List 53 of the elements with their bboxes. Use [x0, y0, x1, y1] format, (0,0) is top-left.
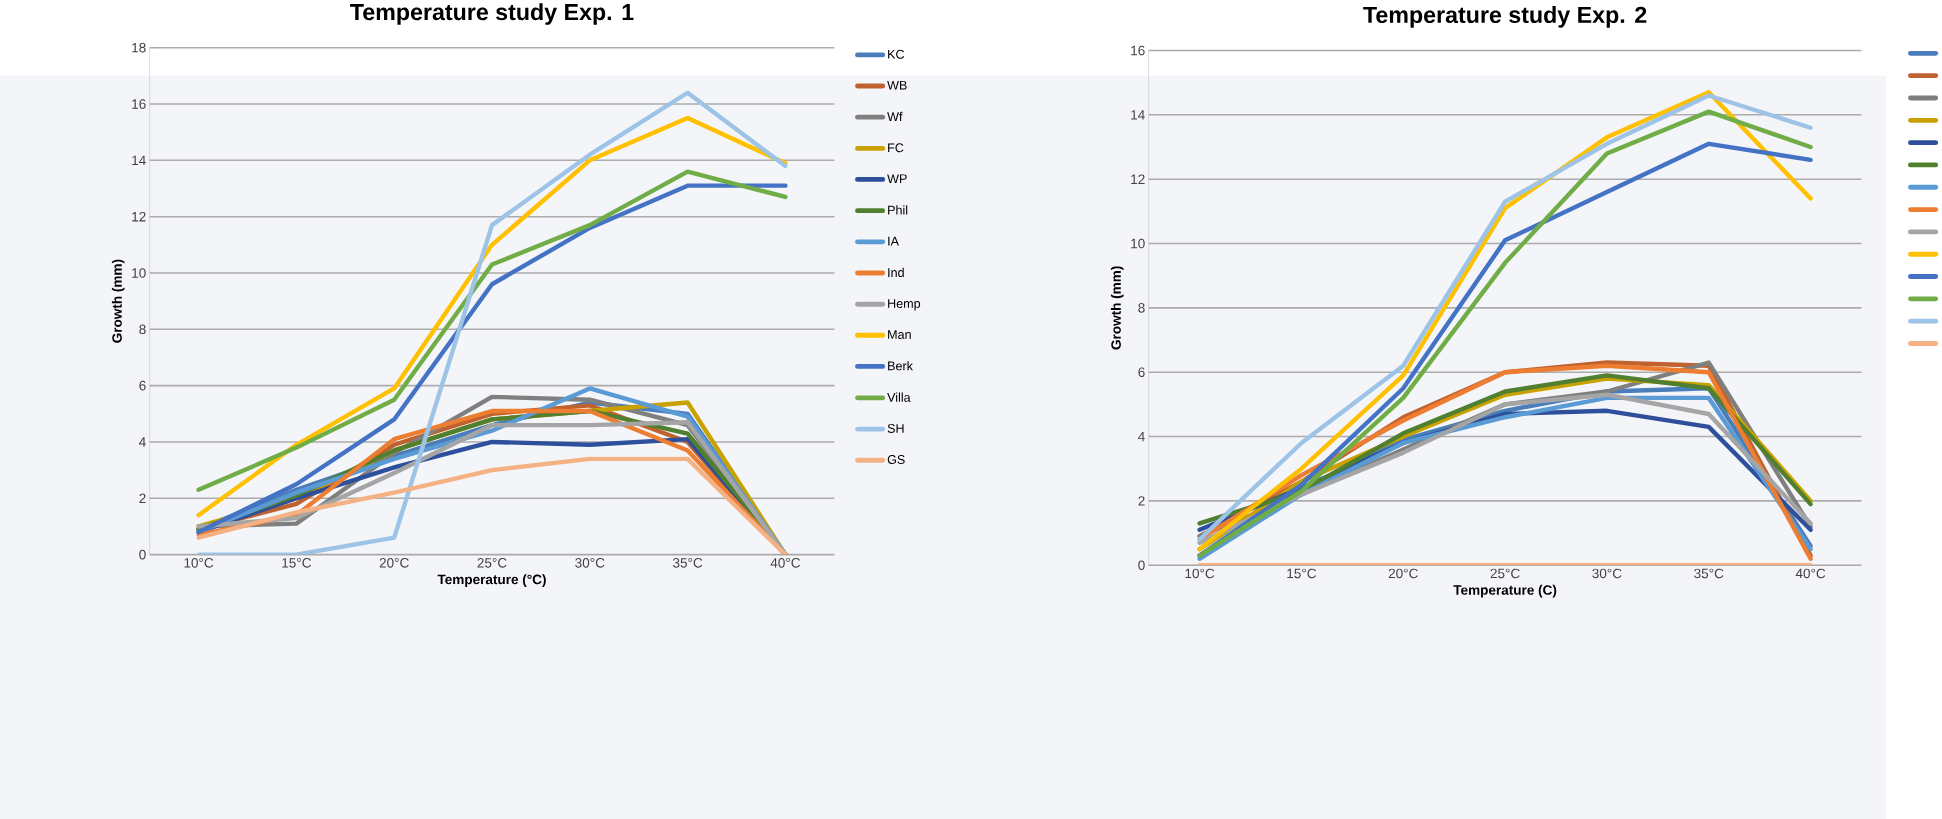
y-axis-title: Growth (mm): [1110, 266, 1124, 350]
y-tick-label: 2: [139, 493, 146, 503]
y-tick-label: 12: [132, 211, 146, 222]
x-tick-label: 15°C: [282, 557, 311, 568]
y-tick-label: 4: [1138, 431, 1145, 442]
y-tick-label: 10: [1131, 238, 1145, 249]
y-tick-label: 4: [139, 437, 146, 447]
x-tick-label: 15°C: [1287, 568, 1317, 579]
y-tick-label: 14: [1131, 110, 1145, 120]
y-tick-label: 8: [1138, 302, 1145, 313]
legend-label: Villa: [887, 392, 911, 402]
y-tick-label: 8: [139, 324, 146, 334]
legend-label: WB: [887, 80, 907, 90]
x-tick-label: 40°C: [770, 557, 801, 568]
legend-label: Phil: [888, 205, 908, 215]
y-tick-label: 6: [1138, 367, 1145, 377]
legend-label: Ind: [888, 267, 904, 277]
legend-label: WP: [887, 174, 907, 183]
x-tick-label: 35°C: [1694, 568, 1724, 579]
y-tick-label: 0: [139, 549, 146, 560]
chart-title: Temperature study Exp. 1: [350, 3, 634, 25]
x-tick-label: 30°C: [575, 557, 605, 568]
x-tick-label: 30°C: [1592, 568, 1622, 579]
legend-label: SH: [887, 423, 904, 433]
chart-title: Temperature study Exp. 2: [1363, 5, 1647, 28]
legend-label: IA: [888, 236, 899, 246]
x-tick-label: 10°C: [1185, 568, 1215, 579]
x-tick-label: 25°C: [477, 557, 507, 568]
legend-label: Wf: [887, 111, 903, 121]
y-tick-label: 10: [132, 268, 146, 278]
legend-label: FC: [888, 143, 904, 153]
y-tick-label: 18: [132, 42, 146, 53]
x-tick-label: 40°C: [1795, 568, 1826, 579]
y-tick-label: 16: [1131, 45, 1145, 56]
y-axis-title: Growth (mm): [111, 259, 125, 343]
y-tick-label: 14: [132, 155, 146, 165]
y-tick-label: 2: [1138, 495, 1145, 506]
x-tick-label: 20°C: [379, 557, 409, 568]
legend-label: GS: [887, 454, 905, 464]
x-tick-label: 10°C: [184, 557, 214, 568]
legend-label: Berk: [888, 360, 913, 371]
y-tick-label: 16: [132, 99, 146, 109]
y-tick-label: 12: [1131, 174, 1145, 184]
x-tick-label: 20°C: [1388, 568, 1418, 579]
x-tick-label: 25°C: [1490, 568, 1520, 579]
legend-label: Man: [888, 330, 911, 339]
x-axis-title: Temperature (°C): [437, 574, 546, 587]
y-tick-label: 0: [1138, 560, 1145, 570]
legend-label: KC: [888, 49, 905, 59]
y-tick-label: 6: [139, 380, 146, 391]
legend-label: Hemp: [888, 299, 921, 311]
x-tick-label: 35°C: [672, 557, 703, 568]
x-axis-title: Temperature (C): [1453, 584, 1557, 598]
